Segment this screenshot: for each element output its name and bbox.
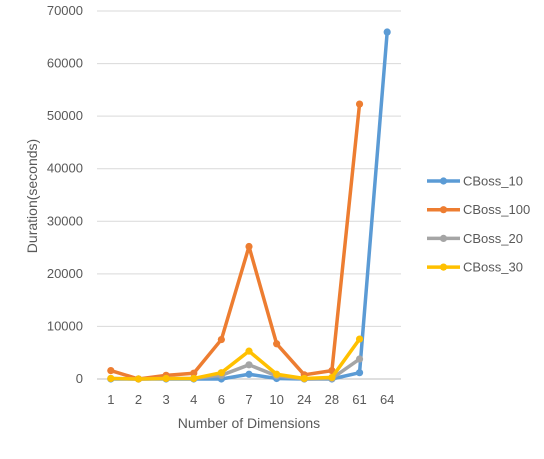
data-point: [245, 347, 253, 355]
data-point: [217, 369, 225, 377]
data-point: [328, 373, 336, 382]
y-tick-label: 20000: [47, 266, 83, 281]
series-cboss-100: [107, 100, 364, 383]
y-tick-label: 40000: [47, 161, 83, 176]
data-point: [245, 361, 253, 369]
y-tick-label: 70000: [47, 3, 83, 18]
x-tick-label: 61: [352, 392, 366, 407]
data-point: [190, 369, 198, 377]
legend-marker: [439, 206, 448, 214]
legend-label: CBoss_10: [463, 174, 523, 189]
legend-label: CBoss_20: [463, 231, 523, 246]
data-point: [190, 374, 198, 383]
data-point: [383, 28, 391, 36]
legend: CBoss_10 CBoss_100 CBoss_20 CBoss_30: [427, 174, 530, 275]
y-axis-ticks: 0 10000 20000 30000 40000 50000 60000 70000: [47, 3, 83, 386]
legend-item: CBoss_20: [427, 231, 523, 246]
data-point: [107, 366, 115, 375]
data-point: [134, 375, 143, 383]
data-point: [355, 100, 364, 108]
x-axis-ticks: 1 2 3 4 6 7 10 24 28 61 64: [107, 392, 394, 407]
series-cboss-30: [107, 335, 364, 383]
data-point: [273, 370, 281, 378]
x-tick-label: 4: [190, 392, 197, 407]
data-point: [273, 340, 281, 348]
y-tick-label: 60000: [47, 56, 83, 71]
data-point: [355, 335, 364, 343]
x-tick-label: 2: [135, 392, 142, 407]
x-tick-label: 24: [297, 392, 311, 407]
gridlines: [97, 10, 401, 327]
data-point: [245, 370, 253, 378]
legend-item: CBoss_30: [427, 260, 523, 275]
x-tick-label: 64: [380, 392, 394, 407]
series-line: [109, 102, 362, 381]
legend-label: CBoss_100: [463, 202, 530, 217]
legend-item: CBoss_10: [427, 174, 523, 189]
legend-marker: [439, 263, 448, 271]
series-line: [109, 337, 362, 381]
y-tick-label: 30000: [47, 213, 83, 228]
legend-marker: [439, 177, 448, 185]
y-tick-label: 50000: [47, 108, 83, 123]
data-point: [162, 374, 170, 383]
x-tick-label: 10: [269, 392, 283, 407]
data-point: [107, 374, 115, 383]
legend-item: CBoss_100: [427, 202, 530, 217]
y-tick-label: 0: [76, 371, 83, 386]
legend-label: CBoss_30: [463, 260, 523, 275]
series-layer: [107, 28, 391, 383]
series-line: [109, 30, 389, 381]
x-tick-label: 28: [325, 392, 339, 407]
data-point: [355, 355, 364, 363]
x-tick-label: 7: [245, 392, 252, 407]
data-point: [245, 242, 253, 251]
x-tick-label: 1: [107, 392, 114, 407]
data-point: [355, 369, 364, 377]
data-point: [300, 374, 308, 383]
data-point: [217, 335, 225, 344]
y-axis-label: Duration(seconds): [24, 139, 40, 253]
x-tick-label: 6: [218, 392, 225, 407]
y-tick-label: 10000: [47, 318, 83, 333]
legend-marker: [439, 234, 448, 242]
x-tick-label: 3: [162, 392, 169, 407]
x-axis-label: Number of Dimensions: [178, 415, 320, 431]
